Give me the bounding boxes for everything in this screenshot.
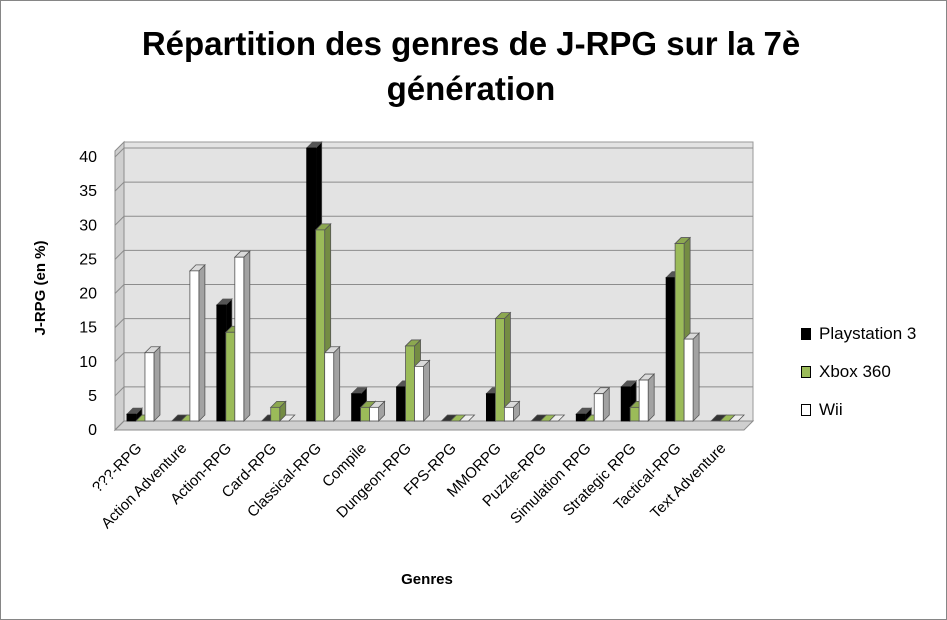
bar-wii-compile (368, 400, 386, 422)
y-tick-label: 0 (88, 422, 97, 439)
gridline-side-40 (114, 147, 125, 158)
bar-side (692, 332, 700, 422)
legend-swatch-wii (801, 404, 811, 416)
bar-front (683, 338, 694, 422)
bar-xbox-360-card-rpg (269, 400, 287, 422)
bar-flat (548, 414, 566, 422)
bar-front (620, 386, 631, 422)
bar-front (674, 243, 685, 422)
y-axis-label: J-RPG (en %) (32, 240, 49, 335)
gridline-side-25 (114, 250, 125, 260)
bar-front (485, 393, 496, 422)
bar-front (189, 270, 200, 422)
gridline-side-30 (114, 215, 125, 226)
bar-front (126, 413, 137, 422)
bar-wii-tactical-rpg (683, 332, 701, 422)
legend-label-wii: Wii (819, 400, 843, 419)
bar-front (665, 277, 676, 422)
bar-flat (458, 414, 476, 422)
bar-front (270, 406, 281, 422)
chart-title: Répartition des genres de J-RPG sur la 7… (141, 25, 801, 107)
bar-playstation-3-simulation-rpg (575, 407, 593, 422)
y-tick-label: 5 (88, 388, 97, 405)
bar-side (243, 250, 251, 422)
gridline-side-10 (114, 352, 125, 363)
legend-swatch-xbox-360 (801, 366, 811, 378)
y-tick-label: 15 (79, 320, 97, 337)
bar-side (153, 345, 161, 422)
gridline-side-0 (114, 420, 125, 431)
bar-front (216, 304, 227, 422)
legend-swatch-playstation-3 (801, 328, 811, 340)
bar-flat (278, 414, 296, 422)
bar-wii-classical-rpg (323, 345, 341, 422)
legend-item-playstation-3: Playstation 3 (801, 315, 916, 353)
bar-front (494, 318, 505, 422)
bar-side (198, 263, 206, 422)
legend-label-xbox-360: Xbox 360 (819, 362, 891, 381)
bar-front (629, 406, 640, 422)
bar-side (647, 373, 655, 422)
bar-front (593, 393, 604, 422)
bar-front (225, 331, 236, 422)
bar-wii-text-adventure (728, 414, 746, 422)
bar-wii-rpg (143, 345, 161, 422)
y-tick-label: 25 (79, 251, 97, 268)
y-tick-labels: 0 5 10 15 20 25 30 35 40 (79, 149, 97, 439)
y-tick-label: 30 (79, 217, 97, 234)
y-tick-label: 20 (79, 286, 97, 303)
bar-side (423, 359, 430, 422)
gridline-side-5 (114, 386, 125, 397)
y-tick-label: 35 (79, 183, 97, 200)
bar-playstation-3-rpg (125, 407, 143, 422)
bar-front (638, 379, 649, 422)
bar-front (405, 345, 415, 422)
bar-wii-action-adventure (188, 263, 206, 422)
bar-front (351, 393, 362, 422)
bar-wii-action-rpg (233, 250, 251, 422)
bar-wii-mmorpg (503, 400, 521, 422)
gridline-side-35 (114, 181, 125, 192)
bar-xbox-360-mmorpg (494, 311, 512, 422)
bar-wii-dungeon-rpg (413, 359, 431, 422)
plot-floor (113, 420, 755, 431)
bar-front (575, 413, 586, 422)
gridline-side-15 (114, 318, 125, 328)
bar-wii-puzzle-rpg (548, 414, 566, 422)
bar-front (144, 352, 155, 422)
bar-front (315, 229, 326, 422)
gridline-side-20 (114, 284, 125, 294)
legend-item-xbox-360: Xbox 360 (801, 353, 916, 391)
bar-front (360, 406, 371, 422)
chart-bars (125, 141, 746, 422)
bar-wii-card-rpg (278, 414, 296, 422)
bar-wii-strategic-rpg (638, 373, 656, 422)
bar-wii-simulation-rpg (593, 386, 611, 422)
legend-item-wii: Wii (801, 391, 916, 429)
bar-side (333, 345, 341, 422)
legend-label-playstation-3: Playstation 3 (819, 324, 917, 343)
bar-front (396, 386, 406, 422)
bar-front (503, 406, 514, 422)
bar-front (324, 352, 335, 422)
y-tick-label: 10 (79, 354, 97, 371)
x-axis-label: Genres (401, 571, 453, 588)
chart-legend: Playstation 3 Xbox 360 Wii (801, 315, 916, 429)
bar-front (414, 365, 424, 422)
bar-flat (728, 414, 746, 422)
y-tick-label: 40 (79, 149, 97, 166)
bar-front (369, 406, 380, 422)
x-tick-label-simulation-rpg: Simulation RPG (507, 440, 594, 527)
bar-wii-fps-rpg (458, 414, 476, 422)
bar-front (234, 256, 245, 422)
bar-front (306, 147, 317, 422)
